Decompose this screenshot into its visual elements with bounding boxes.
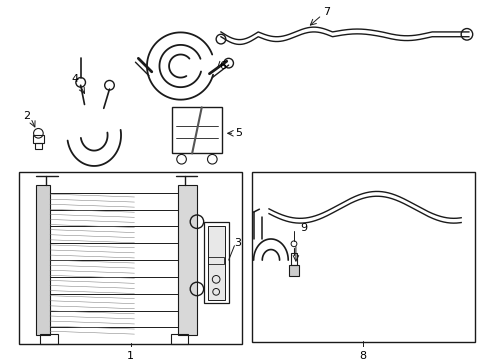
Bar bbox=[288, 265, 298, 276]
Bar bbox=[207, 225, 224, 300]
Bar bbox=[171, 334, 188, 344]
Bar bbox=[19, 172, 242, 344]
Bar bbox=[40, 334, 58, 344]
Text: 9: 9 bbox=[300, 224, 306, 233]
Bar bbox=[33, 135, 44, 143]
Text: 3: 3 bbox=[233, 238, 240, 248]
Bar bbox=[177, 185, 197, 335]
Bar bbox=[37, 185, 50, 335]
Text: 8: 8 bbox=[359, 351, 366, 360]
Bar bbox=[172, 107, 222, 153]
Text: 6: 6 bbox=[219, 61, 226, 71]
Text: 2: 2 bbox=[23, 111, 30, 121]
Bar bbox=[35, 143, 42, 149]
Bar bbox=[208, 257, 224, 264]
Bar bbox=[203, 222, 228, 303]
Bar bbox=[251, 172, 474, 342]
Text: 5: 5 bbox=[234, 128, 241, 138]
Bar bbox=[290, 253, 296, 265]
Text: 1: 1 bbox=[127, 351, 134, 360]
Text: 7: 7 bbox=[323, 7, 329, 17]
Text: 4: 4 bbox=[71, 75, 78, 85]
